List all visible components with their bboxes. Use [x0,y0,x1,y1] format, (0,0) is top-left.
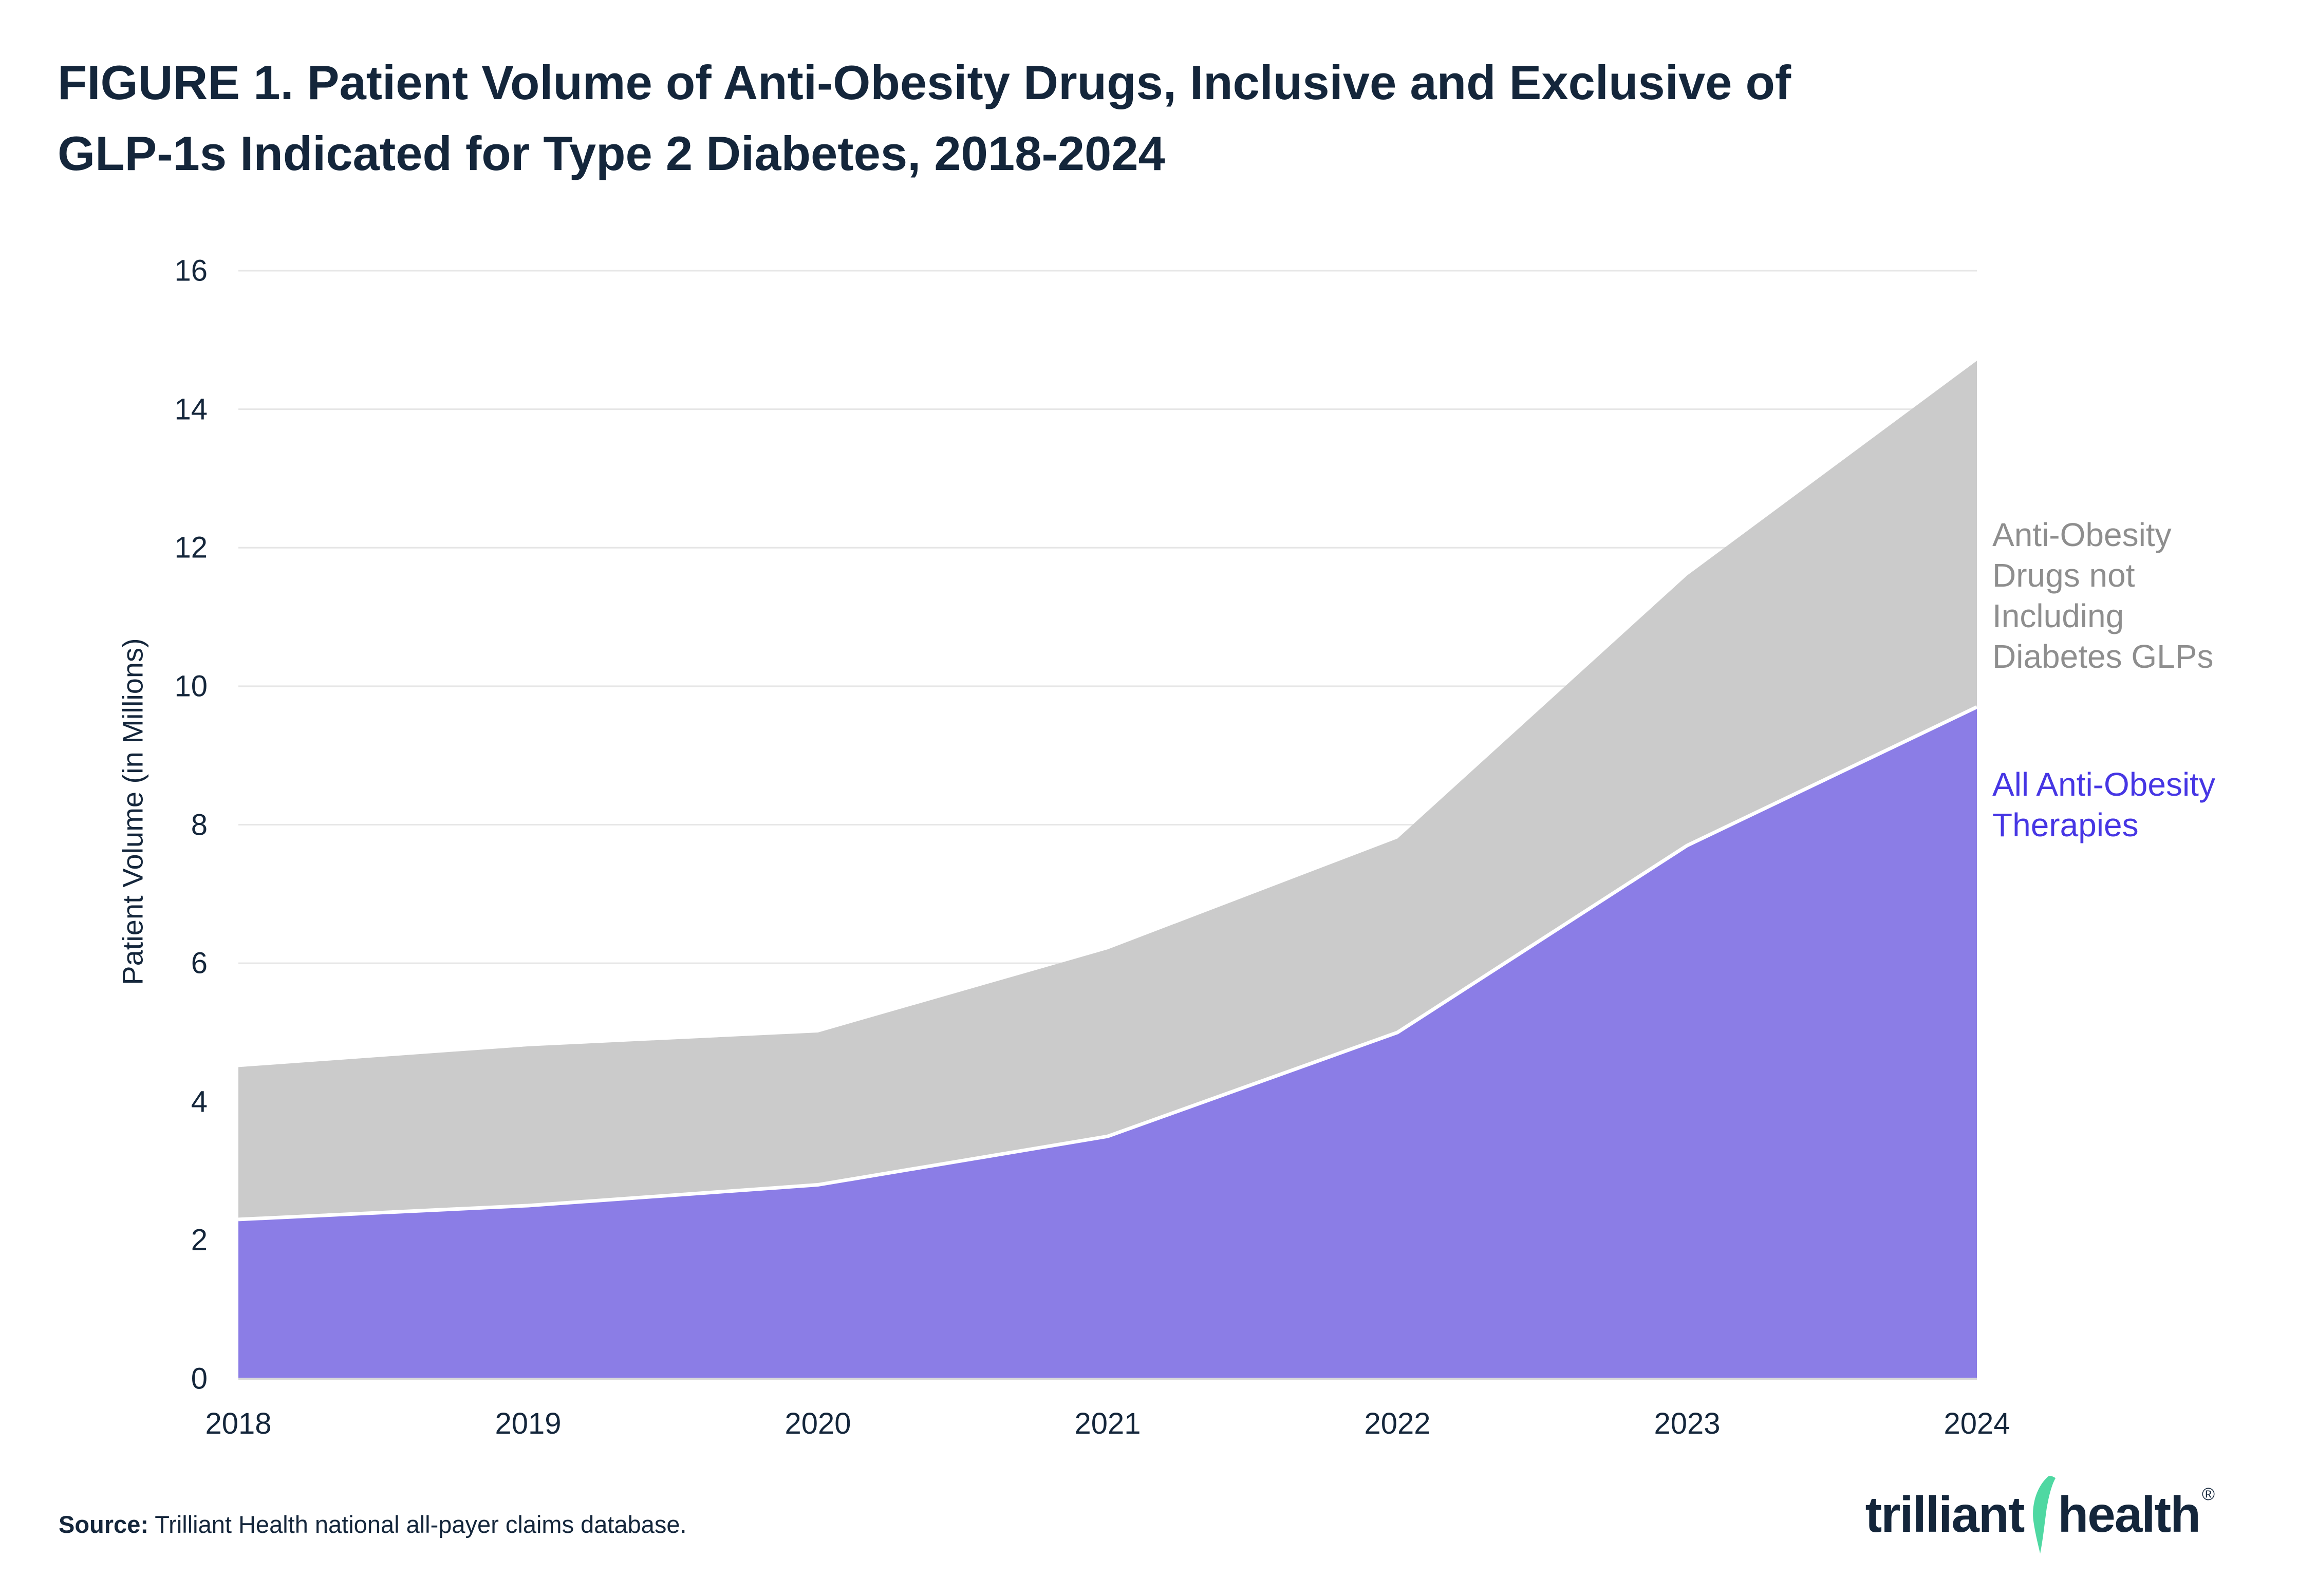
x-tick-label: 2024 [1944,1407,2010,1440]
y-tick-label: 6 [191,946,208,980]
x-tick-label: 2021 [1074,1407,1141,1440]
legend-label-blue-series: All Anti-Obesity Therapies [1992,764,2215,846]
x-tick-label: 2020 [784,1407,851,1440]
logo-swoosh-icon [2033,1476,2056,1554]
y-tick-label: 14 [174,392,208,426]
legend-gray-line: Anti-Obesity [1992,516,2172,553]
legend-blue-line: All Anti-Obesity [1992,766,2215,803]
y-tick-label: 4 [191,1085,208,1119]
y-tick-label: 0 [191,1362,208,1396]
legend-gray-line: Diabetes GLPs [1992,638,2214,675]
y-tick-label: 8 [191,808,208,841]
legend-label-gray-series: Anti-Obesity Drugs not Including Diabetes G… [1992,515,2213,677]
trilliant-health-logo: trilliant health ® [1865,1476,2215,1555]
series-area-purple [238,707,1977,1379]
logo-registered-mark: ® [2201,1485,2215,1504]
series-boundary-white-line [238,705,1978,1222]
y-axis-title: Patient Volume (in Millions) [116,638,149,985]
x-tick-label: 2022 [1364,1407,1431,1440]
y-tick-label: 2 [191,1223,208,1257]
y-tick-label: 12 [174,531,208,565]
legend-blue-line: Therapies [1992,806,2139,843]
x-tick-label: 2023 [1654,1407,1721,1440]
source-text: Trilliant Health national all-payer clai… [148,1511,687,1538]
x-tick-label: 2019 [495,1407,562,1440]
figure-title: FIGURE 1. Patient Volume of Anti-Obesity… [58,47,1791,189]
x-tick-label: 2018 [205,1407,272,1440]
logo-word-health: health [2058,1486,2201,1543]
figure-title-line1: FIGURE 1. Patient Volume of Anti-Obesity… [58,55,1791,109]
legend-gray-line: Including [1992,597,2124,634]
figure-title-line2: GLP-1s Indicated for Type 2 Diabetes, 20… [58,126,1165,180]
legend-gray-line: Drugs not [1992,557,2135,594]
logo-word-trilliant: trilliant [1865,1486,2025,1543]
y-tick-label: 10 [174,669,208,703]
source-note: Source: Trilliant Health national all-pa… [59,1510,687,1538]
y-tick-label: 16 [174,254,208,288]
source-label: Source: [59,1511,148,1538]
